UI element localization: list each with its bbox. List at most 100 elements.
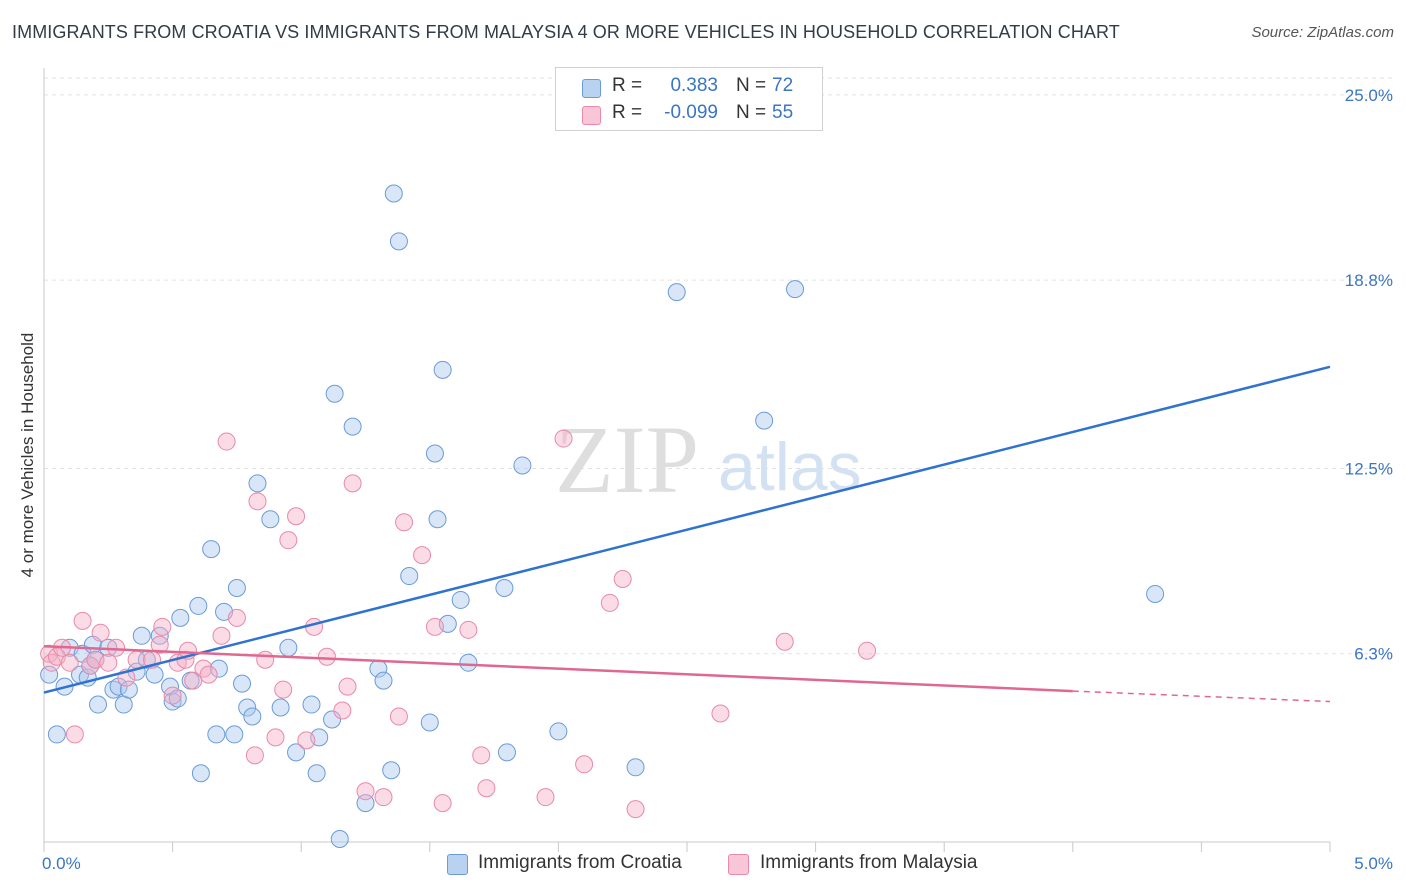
croatia-point [132, 626, 151, 645]
malaysia-point [266, 728, 285, 747]
croatia-point [233, 674, 252, 693]
axes [43, 68, 1331, 852]
malaysia-point [536, 788, 555, 807]
malaysia-point [227, 608, 246, 627]
x-tick-label: 0.0% [42, 854, 81, 873]
legend-r-value: 0.383 [670, 75, 718, 96]
malaysia-point [459, 620, 478, 639]
malaysia-point [554, 429, 573, 448]
source-label: Source: ZipAtlas.com [1251, 24, 1394, 41]
malaysia-point [613, 570, 632, 589]
malaysia-point [127, 650, 146, 669]
croatia-point [40, 665, 59, 684]
malaysia-point [317, 647, 336, 666]
malaysia-point [107, 638, 126, 657]
correlation-legend: R = 0.383 N = 72 R = -0.099 N = 55 [555, 67, 823, 131]
malaysia-point [413, 546, 432, 565]
malaysia-point [199, 665, 218, 684]
croatia-point [191, 764, 210, 783]
malaysia-point [217, 432, 236, 451]
malaysia-point [279, 531, 298, 550]
malaysia-point [60, 653, 79, 672]
croatia-point [389, 232, 408, 251]
croatia-point [119, 680, 138, 699]
malaysia-point [472, 746, 491, 765]
croatia-point [209, 659, 228, 678]
malaysia-point [389, 707, 408, 726]
malaysia-point [374, 788, 393, 807]
croatia-point [104, 680, 123, 699]
legend-r-value: -0.099 [664, 102, 718, 123]
croatia-point [1146, 584, 1165, 603]
croatia-point [238, 698, 257, 717]
malaysia-point [153, 617, 172, 636]
malaysia-point [73, 611, 92, 630]
croatia-point [384, 184, 403, 203]
malaysia-point [163, 686, 182, 705]
croatia-point [302, 695, 321, 714]
legend-r-label: R = [612, 75, 643, 96]
legend-row-croatia: R = 0.383 N = 72 [556, 74, 822, 100]
croatia-point [89, 695, 108, 714]
legend-malaysia-swatch [728, 854, 749, 875]
malaysia-point [775, 632, 794, 651]
y-tick-label: 12.5% [1345, 459, 1393, 478]
croatia-point [261, 510, 280, 529]
malaysia-point [194, 659, 213, 678]
croatia-point [433, 360, 452, 379]
croatia-point [343, 417, 362, 436]
legend-r-label: R = [612, 102, 643, 123]
malaysia-point [425, 617, 444, 636]
malaysia-trend-line [43, 645, 1073, 693]
croatia-point [271, 698, 290, 717]
croatia-point [168, 689, 187, 708]
tick-labels: 6.3% 12.5% 18.8% 25.0% 0.0% 5.0% [42, 86, 1393, 873]
malaysia-point [711, 704, 730, 723]
watermark-atlas: atlas [718, 429, 862, 505]
legend-n-label: N = [736, 102, 767, 123]
croatia-point [207, 725, 226, 744]
croatia-point [425, 444, 444, 463]
croatia-point [626, 758, 645, 777]
y-tick-label: 18.8% [1345, 271, 1393, 290]
croatia-point [307, 764, 326, 783]
legend-croatia-swatch [447, 854, 468, 875]
croatia-point [227, 578, 246, 597]
legend-row-malaysia: R = -0.099 N = 55 [556, 101, 822, 127]
croatia-point [428, 510, 447, 529]
croatia-point [279, 638, 298, 657]
chart-title: IMMIGRANTS FROM CROATIA VS IMMIGRANTS FR… [12, 22, 1120, 42]
trend-lines [43, 365, 1331, 703]
croatia-point [549, 722, 568, 741]
malaysia-point [184, 671, 203, 690]
croatia-point [330, 830, 349, 849]
watermark-zip: ZIP [555, 406, 699, 513]
croatia-point [667, 283, 686, 302]
malaysia-point [256, 650, 275, 669]
croatia-swatch [582, 79, 601, 98]
malaysia-point [477, 779, 496, 798]
croatia-point [374, 671, 393, 690]
malaysia-point [333, 701, 352, 720]
croatia-point [248, 474, 267, 493]
croatia-point [287, 743, 306, 762]
malaysia-trend-extension [1072, 690, 1331, 703]
malaysia-swatch [582, 106, 601, 125]
croatia-point [145, 665, 164, 684]
croatia-point [495, 578, 514, 597]
croatia-point [323, 710, 342, 729]
malaysia-point [343, 474, 362, 493]
croatia-point [459, 653, 478, 672]
x-tick-label: 5.0% [1354, 854, 1393, 873]
malaysia-point [42, 653, 61, 672]
croatia-point [243, 707, 262, 726]
malaysia-point [274, 680, 293, 699]
malaysia-point [150, 635, 169, 654]
gridlines [44, 77, 1392, 655]
croatia-trend-line [43, 365, 1331, 694]
croatia-point [400, 567, 419, 586]
croatia-point [114, 695, 133, 714]
malaysia-point [287, 507, 306, 526]
croatia-point [420, 713, 439, 732]
